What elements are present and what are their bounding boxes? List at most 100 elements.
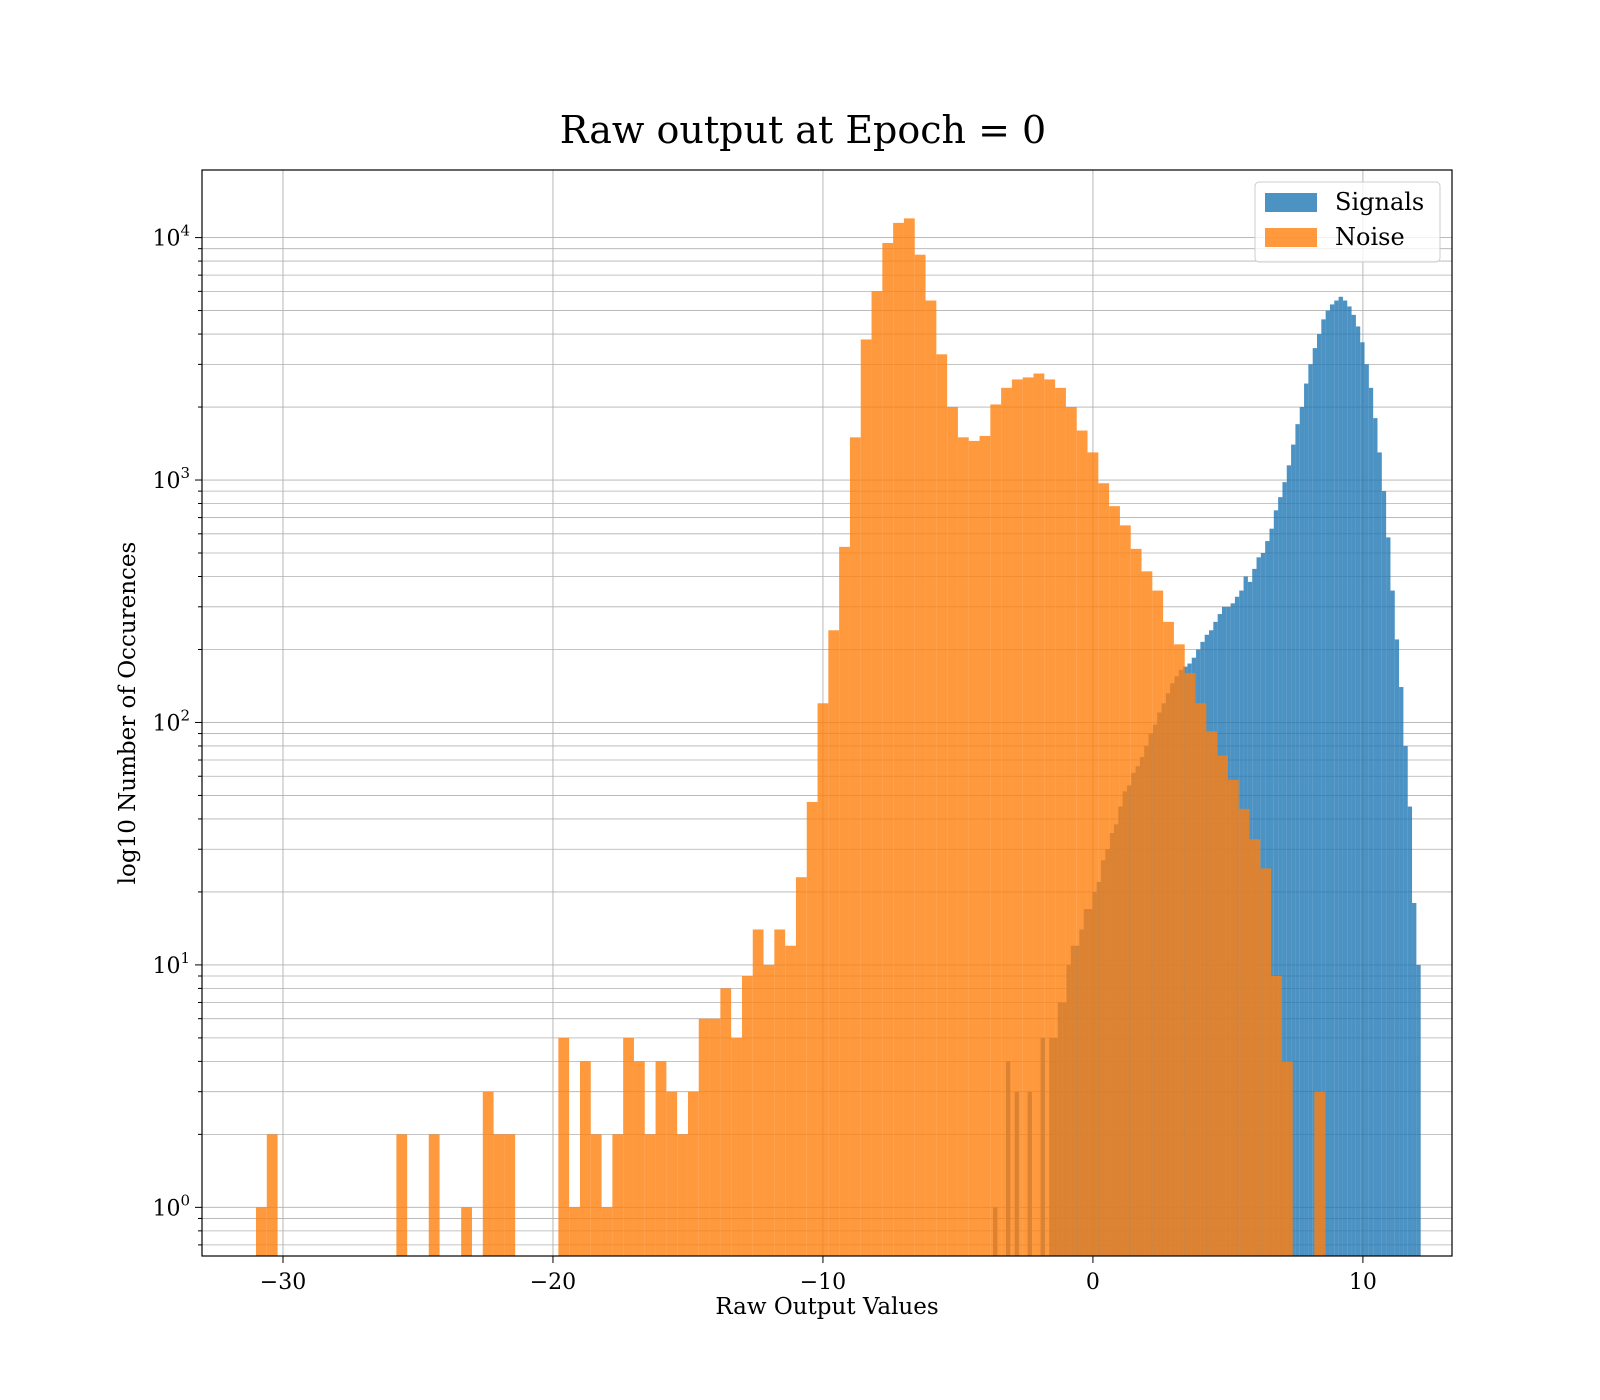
histogram-bar — [677, 1134, 688, 1256]
histogram-bar — [828, 630, 840, 1256]
histogram-bar — [871, 291, 883, 1256]
histogram-bar — [731, 1037, 742, 1256]
histogram-bar — [493, 1134, 505, 1256]
y-tick-label: 100 — [152, 1191, 190, 1221]
histogram-bar — [698, 1018, 710, 1256]
histogram-bar — [1295, 424, 1300, 1257]
histogram-bar — [1377, 452, 1382, 1256]
x-tick-label: −20 — [530, 1270, 576, 1295]
histogram-bar — [1001, 387, 1012, 1256]
histogram-bar — [979, 435, 991, 1256]
histogram-bar — [914, 254, 926, 1257]
histogram-bar — [1351, 314, 1356, 1256]
histogram-bar — [1184, 672, 1196, 1256]
histogram-bar — [1152, 590, 1164, 1256]
histogram-bar — [806, 801, 818, 1256]
legend-label-signals: Signals — [1335, 188, 1424, 216]
histogram-bar — [1355, 326, 1361, 1256]
histogram-bar — [1407, 806, 1413, 1256]
histogram-bar — [1011, 379, 1023, 1257]
histogram-bar — [1325, 310, 1330, 1256]
x-tick-label: 10 — [1349, 1270, 1377, 1295]
histogram-bar — [1130, 548, 1142, 1256]
histogram-bar — [763, 964, 775, 1256]
histogram-bar — [461, 1207, 472, 1256]
histogram-bar — [1304, 383, 1309, 1256]
histogram-bar — [1291, 444, 1296, 1256]
histogram-bar — [1065, 407, 1077, 1256]
histogram-bar — [925, 300, 937, 1257]
histogram-bar — [990, 404, 1002, 1257]
histogram-bar — [1360, 342, 1365, 1256]
histogram-bar — [633, 1061, 645, 1256]
histogram-bar — [623, 1037, 634, 1256]
y-tick-label: 103 — [152, 464, 190, 494]
histogram-bar — [1394, 639, 1400, 1256]
histogram-bar — [1368, 387, 1374, 1256]
histogram-bar — [1390, 590, 1395, 1256]
histogram-bar — [655, 1061, 667, 1256]
histogram-bar — [1109, 506, 1120, 1256]
histogram-bars — [255, 218, 1421, 1257]
y-tick-label: 101 — [152, 949, 190, 979]
histogram-bar — [1163, 621, 1174, 1256]
histogram-bar — [1249, 839, 1261, 1256]
histogram-bar — [1342, 300, 1348, 1257]
histogram-bar — [255, 1207, 267, 1256]
histogram-bar — [785, 945, 796, 1256]
histogram-bar — [1399, 687, 1404, 1256]
histogram-bar — [947, 407, 958, 1256]
histogram-bar — [1308, 364, 1313, 1256]
histogram-bar — [1173, 644, 1185, 1256]
legend-label-noise: Noise — [1335, 223, 1405, 251]
y-tick-label: 102 — [152, 706, 190, 736]
histogram-bar — [1141, 571, 1153, 1256]
histogram-bar — [839, 546, 850, 1256]
histogram-bar — [752, 929, 764, 1256]
histogram-bar — [1286, 465, 1292, 1256]
chart-title: Raw output at Epoch = 0 — [560, 108, 1046, 152]
histogram-bar — [968, 440, 980, 1256]
histogram-bar — [1314, 1091, 1326, 1256]
histogram-bar — [795, 877, 807, 1256]
histogram-bar — [1334, 300, 1339, 1257]
histogram-bar — [666, 1091, 678, 1256]
histogram-bar — [1329, 304, 1335, 1256]
histogram-bar — [1271, 976, 1282, 1256]
x-axis-label: Raw Output Values — [715, 1294, 938, 1320]
histogram-bar — [482, 1091, 494, 1256]
histogram-bar — [1206, 731, 1218, 1256]
histogram-bar — [590, 1134, 602, 1256]
x-tick-label: −30 — [260, 1270, 306, 1295]
histogram-bar — [1282, 482, 1287, 1256]
histogram-bar — [1373, 418, 1378, 1257]
histogram-bar — [1278, 497, 1283, 1256]
histogram-bar — [1403, 745, 1408, 1256]
histogram-bar — [1260, 868, 1272, 1256]
histogram-bar — [1055, 387, 1066, 1256]
histogram-bar — [774, 929, 786, 1256]
x-tick-label: 0 — [1086, 1270, 1100, 1295]
histogram-bar — [1269, 528, 1274, 1256]
histogram-bar — [1044, 379, 1056, 1257]
histogram-bar — [709, 1018, 721, 1256]
histogram-bar — [903, 218, 915, 1257]
histogram-bar — [1412, 903, 1417, 1256]
histogram-bar — [1033, 373, 1045, 1256]
histogram-bar — [1076, 430, 1088, 1256]
histogram-bar — [1386, 537, 1391, 1256]
histogram-bar — [601, 1207, 613, 1256]
histogram-bar — [1227, 779, 1239, 1256]
histogram-bar — [428, 1134, 440, 1256]
histogram-bar — [579, 1061, 591, 1256]
histogram-bar — [504, 1134, 516, 1256]
legend-swatch-signals — [1265, 193, 1317, 212]
series-noise — [255, 218, 1326, 1257]
histogram-bar — [849, 437, 861, 1257]
histogram-bar — [569, 1207, 580, 1256]
histogram-bar — [1364, 364, 1369, 1256]
histogram-bar — [936, 354, 948, 1256]
histogram-bar — [687, 1091, 699, 1256]
y-axis-label: log10 Number of Occurences — [115, 542, 141, 885]
